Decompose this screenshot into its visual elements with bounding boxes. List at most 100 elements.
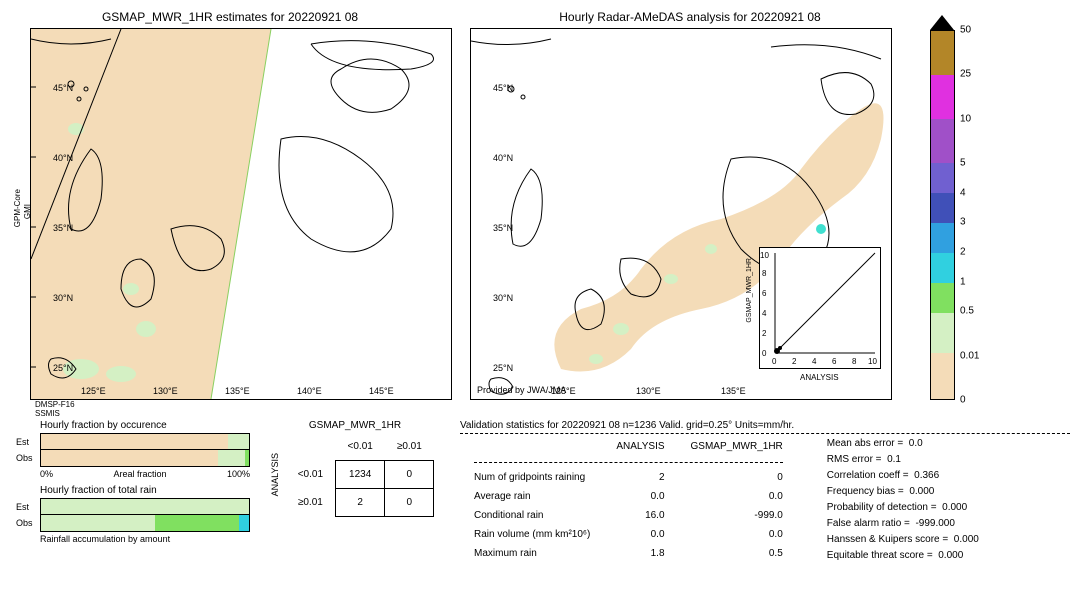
validation-table: ANALYSIS GSMAP_MWR_1HR Num of gridpoints… [460, 436, 797, 564]
stat-row: RMS error = 0.1 [827, 452, 979, 468]
occurrence-bars: Est Obs [40, 433, 250, 467]
top-row: GSMAP_MWR_1HR estimates for 20220921 08 [10, 10, 1070, 410]
svg-text:2: 2 [762, 329, 767, 338]
right-map-box: 45°N 40°N 35°N 30°N 25°N 125°E 130°E 135… [470, 28, 892, 400]
fraction-panel: Hourly fraction by occurence Est Obs 0% … [40, 420, 250, 564]
stat-row: Equitable threat score = 0.000 [827, 548, 979, 564]
val-row-gsmap: 0.0 [679, 526, 795, 543]
obs-label2: Obs [16, 518, 33, 528]
contingency-title: GSMAP_MWR_1HR [270, 420, 440, 431]
left-map-title: GSMAP_MWR_1HR estimates for 20220921 08 [10, 10, 450, 24]
svg-text:135°E: 135°E [721, 386, 746, 396]
colorbar-tick: 5 [960, 158, 966, 169]
val-row-analysis: 16.0 [604, 507, 676, 524]
svg-text:45°N: 45°N [493, 83, 513, 93]
occurrence-title: Hourly fraction by occurence [40, 420, 250, 431]
scatter-xlabel: ANALYSIS [800, 373, 839, 382]
val-row-label: Num of gridpoints raining [462, 469, 602, 486]
svg-text:145°E: 145°E [369, 386, 394, 396]
colorbar-tick: 10 [960, 113, 971, 124]
val-row-gsmap: 0.5 [679, 545, 795, 562]
colorbar-container: 502510543210.50.010 [930, 10, 1010, 410]
provider-text: Provided by JWA/JMA [477, 385, 566, 395]
svg-text:125°E: 125°E [81, 386, 106, 396]
stat-value: 0.366 [914, 470, 939, 481]
stats-list: Mean abs error = 0.0RMS error = 0.1Corre… [827, 436, 979, 564]
colorbar-tick: 4 [960, 187, 966, 198]
contingency-side-label: ANALYSIS [270, 453, 280, 496]
stat-row: Mean abs error = 0.0 [827, 436, 979, 452]
totalrain-bars: Est Obs [40, 498, 250, 532]
colorbar-tick: 25 [960, 69, 971, 80]
stat-value: 0.0 [909, 438, 923, 449]
validation-title: Validation statistics for 20220921 08 n=… [460, 420, 1070, 431]
validation-row: Average rain 0.0 0.0 [462, 488, 795, 505]
left-bottom-label-2: SSMIS [35, 409, 450, 418]
svg-text:4: 4 [762, 309, 767, 318]
stat-value: 0.000 [942, 502, 967, 513]
svg-text:40°N: 40°N [53, 153, 73, 163]
svg-text:6: 6 [762, 289, 767, 298]
est-label: Est [16, 437, 29, 447]
cont-row-1: ≥0.01 [286, 489, 336, 517]
val-row-label: Maximum rain [462, 545, 602, 562]
val-row-analysis: 2 [604, 469, 676, 486]
val-row-label: Average rain [462, 488, 602, 505]
validation-panel: Validation statistics for 20220921 08 n=… [460, 420, 1070, 564]
val-row-gsmap: 0 [679, 469, 795, 486]
cont-col-0: <0.01 [336, 433, 385, 461]
stat-label: Equitable threat score = [827, 550, 933, 561]
val-row-label: Rain volume (mm km²10⁶) [462, 526, 602, 543]
val-row-label: Conditional rain [462, 507, 602, 524]
val-col-0: ANALYSIS [604, 438, 676, 455]
scatter-ylabel: GSMAP_MWR_1HR [746, 258, 753, 323]
stat-row: Probability of detection = 0.000 [827, 500, 979, 516]
validation-row: Conditional rain 16.0 -999.0 [462, 507, 795, 524]
val-row-analysis: 0.0 [604, 488, 676, 505]
svg-text:40°N: 40°N [493, 153, 513, 163]
validation-row: Rain volume (mm km²10⁶) 0.0 0.0 [462, 526, 795, 543]
cont-row-0: <0.01 [286, 461, 336, 489]
left-bottom-label-1: DMSP-F16 [35, 400, 450, 409]
stat-label: Probability of detection = [827, 502, 937, 513]
colorbar-tick: 0.01 [960, 350, 979, 361]
colorbar-svg [930, 30, 955, 400]
axis-0: 0% [40, 469, 53, 479]
right-map-panel: Hourly Radar-AMeDAS analysis for 2022092… [470, 10, 910, 410]
cont-cell-00: 1234 [336, 461, 385, 489]
val-row-analysis: 1.8 [604, 545, 676, 562]
svg-text:10: 10 [760, 251, 769, 260]
colorbar-tick: 50 [960, 25, 971, 36]
stat-label: False alarm ratio = [827, 518, 910, 529]
val-col-1: GSMAP_MWR_1HR [679, 438, 795, 455]
obs-bar-row2: Obs [41, 515, 249, 531]
cont-cell-01: 0 [385, 461, 434, 489]
cont-cell-11: 0 [385, 489, 434, 517]
totalrain-title: Hourly fraction of total rain [40, 485, 250, 496]
svg-text:4: 4 [812, 357, 817, 366]
colorbar-tick: 3 [960, 217, 966, 228]
est-bar-row: Est [41, 434, 249, 450]
colorbar-tick: 1 [960, 276, 966, 287]
left-side-label-2: GMI [23, 204, 32, 219]
stat-label: Mean abs error = [827, 438, 903, 449]
cont-cell-10: 2 [336, 489, 385, 517]
svg-text:25°N: 25°N [493, 363, 513, 373]
totalrain-bottom-label: Rainfall accumulation by amount [40, 534, 250, 544]
svg-text:140°E: 140°E [297, 386, 322, 396]
svg-text:35°N: 35°N [53, 223, 73, 233]
svg-text:130°E: 130°E [636, 386, 661, 396]
obs-bar-row: Obs [41, 450, 249, 466]
colorbar: 502510543210.50.010 [930, 30, 955, 400]
validation-content: ANALYSIS GSMAP_MWR_1HR Num of gridpoints… [460, 436, 1070, 564]
scatter-inset: 024 6810 024 6810 ANALYSIS GSMAP_MWR_1HR [759, 247, 881, 369]
stat-row: Hanssen & Kuipers score = 0.000 [827, 532, 979, 548]
est-label2: Est [16, 502, 29, 512]
stat-label: RMS error = [827, 454, 882, 465]
val-row-gsmap: -999.0 [679, 507, 795, 524]
val-row-gsmap: 0.0 [679, 488, 795, 505]
svg-text:6: 6 [832, 357, 837, 366]
svg-text:8: 8 [852, 357, 857, 366]
right-map-title: Hourly Radar-AMeDAS analysis for 2022092… [470, 10, 910, 24]
stat-label: Hanssen & Kuipers score = [827, 534, 948, 545]
